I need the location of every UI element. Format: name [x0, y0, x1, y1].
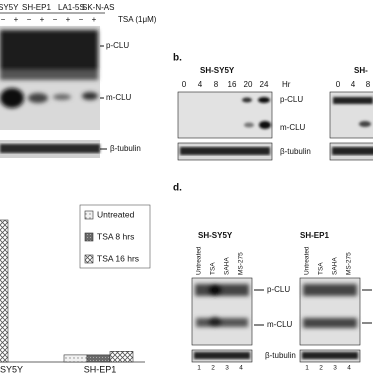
panel-d: d. SH-SY5Y SH-EP1 Untreated TSA SAHA MS-275… — [173, 183, 372, 372]
lane-label: MS-275 — [346, 252, 353, 275]
time-label: 16 — [228, 80, 237, 89]
panel-letter: d. — [173, 183, 182, 194]
time-unit: Hr — [282, 80, 291, 89]
cell-line: SH-SY5Y — [200, 66, 235, 75]
x-tick-label: SH-EP1 — [84, 364, 117, 373]
lane-sign: − — [27, 15, 32, 24]
band-label: p-CLU — [267, 285, 290, 294]
panel-a: SY5Y SH-EP1 LA1-5S SK-N-AS TSA (1μM) − + −… — [0, 3, 157, 158]
lane-number: 1 — [305, 365, 309, 372]
lane-label: TSA — [210, 262, 217, 275]
x-tick-label: SY5Y — [0, 364, 23, 373]
cell-line: SK-N-AS — [82, 3, 114, 12]
time-label: 8 — [366, 80, 371, 89]
lane-sign: − — [1, 15, 6, 24]
time-label: 4 — [351, 80, 356, 89]
cell-line: LA1-5S — [58, 3, 85, 12]
panel-letter: b. — [173, 53, 182, 64]
time-label: 0 — [182, 80, 187, 89]
lane-sign: + — [92, 15, 97, 24]
legend-swatch — [84, 210, 94, 220]
cell-line: SH- — [354, 66, 368, 75]
lane-number: 2 — [211, 365, 215, 372]
band-label: β-tubulin — [110, 144, 141, 153]
band-label: β-tubulin — [265, 351, 296, 360]
legend-label: TSA 8 hrs — [97, 231, 134, 241]
lane-label: Untreated — [196, 246, 203, 275]
band-label: p-CLU — [280, 95, 303, 104]
time-label: 20 — [244, 80, 253, 89]
cell-line: SH-SY5Y — [198, 231, 233, 240]
band-label: β-tubulin — [280, 147, 311, 156]
cell-line: SH-EP1 — [22, 3, 51, 12]
legend-label: Untreated — [97, 209, 135, 219]
lane-sign: + — [66, 15, 71, 24]
legend-swatch — [84, 254, 94, 264]
cell-line: SH-EP1 — [300, 231, 329, 240]
lane-sign: − — [53, 15, 58, 24]
lane-sign: + — [40, 15, 45, 24]
time-label: 24 — [260, 80, 269, 89]
lane-sign: + — [14, 15, 19, 24]
bar — [63, 354, 88, 363]
bar — [86, 354, 111, 363]
lane-label: SAHA — [332, 257, 339, 275]
treatment-label: TSA (1μM) — [118, 15, 157, 24]
lane-number: 1 — [197, 365, 201, 372]
lane-label: SAHA — [224, 257, 231, 275]
cell-line: SY5Y — [0, 3, 19, 12]
lane-label: Untreated — [304, 246, 311, 275]
panel-b: b. SH-SY5Y 0 4 8 16 20 24 Hr p-CLU m-CLU β-tu… — [173, 53, 373, 161]
band-label: p-CLU — [106, 41, 129, 50]
time-label: 8 — [214, 80, 219, 89]
band-label: m-CLU — [280, 123, 306, 132]
band-label: m-CLU — [267, 320, 293, 329]
lane-number: 4 — [239, 365, 243, 372]
lane-number: 3 — [333, 365, 337, 372]
time-label: 0 — [336, 80, 341, 89]
legend-label: TSA 16 hrs — [97, 253, 139, 263]
lane-number: 3 — [225, 365, 229, 372]
lane-label: MS-275 — [238, 252, 245, 275]
lane-number: 4 — [347, 365, 351, 372]
bar — [109, 351, 134, 363]
bar — [0, 219, 9, 363]
legend-swatch — [84, 232, 94, 242]
lane-sign: − — [79, 15, 84, 24]
lane-number: 2 — [319, 365, 323, 372]
time-label: 4 — [198, 80, 203, 89]
lane-label: TSA — [318, 262, 325, 275]
band-label: m-CLU — [106, 93, 132, 102]
